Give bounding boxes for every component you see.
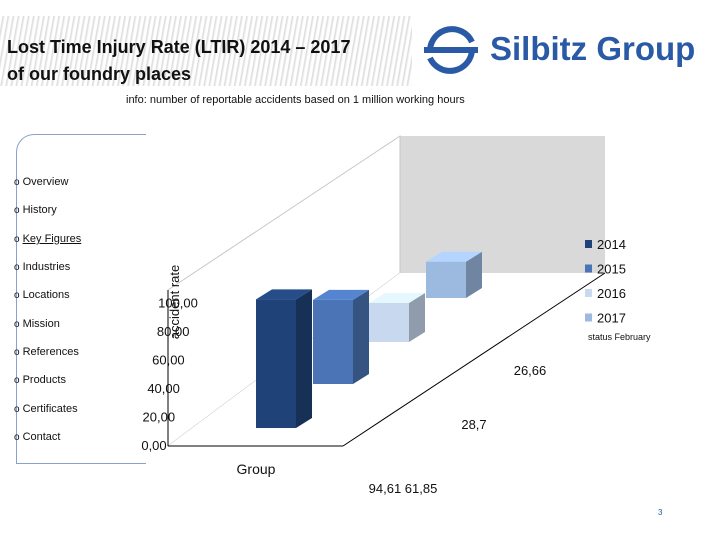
legend-label: 2016 (597, 286, 626, 301)
legend-label: 2014 (597, 237, 626, 252)
y-tick-labels: 0,00 20,00 40,00 60,00 80,00 100,00 (141, 296, 198, 454)
bar-top (313, 289, 369, 300)
logo-text: Silbitz Group (490, 30, 696, 67)
bar-side (409, 292, 425, 342)
legend-label: 2017 (597, 311, 626, 326)
y-tick-label: 20,00 (143, 410, 176, 425)
title-line-1: Lost Time Injury Rate (LTIR) 2014 – 2017 (7, 37, 351, 57)
nav-item-industries[interactable]: o Industries (14, 261, 71, 273)
chart-info-note: info: number of reportable accidents bas… (126, 94, 465, 106)
legend-item-2015: 2015 (585, 262, 626, 277)
legend-label: 2015 (597, 262, 626, 277)
company-logo: Silbitz Group (420, 20, 695, 80)
data-label-2016: 28,7 (461, 417, 486, 432)
bar-2016 (369, 292, 425, 342)
nav-item-contact[interactable]: o Contact (14, 431, 61, 443)
logo-mark-icon (424, 26, 478, 74)
bar-side (466, 251, 482, 298)
bar-side (353, 289, 369, 384)
legend-swatch (585, 240, 592, 248)
bar-top (426, 251, 482, 262)
bar-2015 (313, 289, 369, 384)
legend-swatch (585, 313, 592, 322)
y-tick-label: 100,00 (158, 296, 198, 311)
bar-top (256, 289, 312, 300)
bar-2014 (256, 289, 312, 428)
nav-item-certificates[interactable]: o Certificates (14, 403, 78, 415)
legend-item-2014: 2014 (585, 237, 626, 252)
bar-front (369, 302, 409, 342)
floor-right-edge (342, 272, 606, 447)
bar-front (426, 261, 466, 298)
y-tick-label: 60,00 (152, 353, 185, 368)
nav-item-overview[interactable]: o Overview (14, 176, 69, 188)
side-panel-frame (16, 134, 146, 464)
nav-item-references[interactable]: o References (14, 346, 79, 358)
legend-item-2017: 2017 (585, 311, 626, 326)
chart-legend: 2014 2015 2016 2017 (585, 237, 626, 326)
legend-item-2016: 2016 (585, 286, 626, 301)
nav-item-mission[interactable]: o Mission (14, 318, 60, 330)
x-category-label: Group (237, 461, 276, 477)
data-label-2014-2015: 94,61 61,85 (369, 481, 438, 496)
nav-item-history[interactable]: o History (14, 204, 57, 216)
bar-series (256, 251, 482, 428)
nav-item-locations[interactable]: o Locations (14, 289, 70, 301)
bar-top (369, 292, 425, 303)
legend-swatch (585, 264, 592, 273)
page-number: 3 (658, 508, 663, 517)
data-label-2017: 26,66 (514, 363, 547, 378)
bar-2017 (426, 251, 482, 298)
y-tick-label: 80,00 (157, 324, 190, 339)
bar-front (256, 299, 296, 428)
title-band (0, 16, 412, 86)
title-line-2: of our foundry places (7, 64, 192, 84)
y-tick-label: 40,00 (147, 381, 180, 396)
y-tick-label: 0,00 (141, 438, 166, 453)
nav-item-products[interactable]: o Products (14, 374, 66, 386)
page-title: Lost Time Injury Rate (LTIR) 2014 – 2017… (7, 34, 427, 88)
bar-front (313, 299, 353, 384)
bar-side (296, 289, 312, 428)
status-note: status February (588, 332, 651, 342)
chart-back-wall (400, 136, 605, 273)
y-axis-label: accident rate (167, 265, 182, 339)
nav-item-key-figures[interactable]: o Key Figures (14, 233, 82, 245)
legend-swatch (585, 289, 592, 297)
